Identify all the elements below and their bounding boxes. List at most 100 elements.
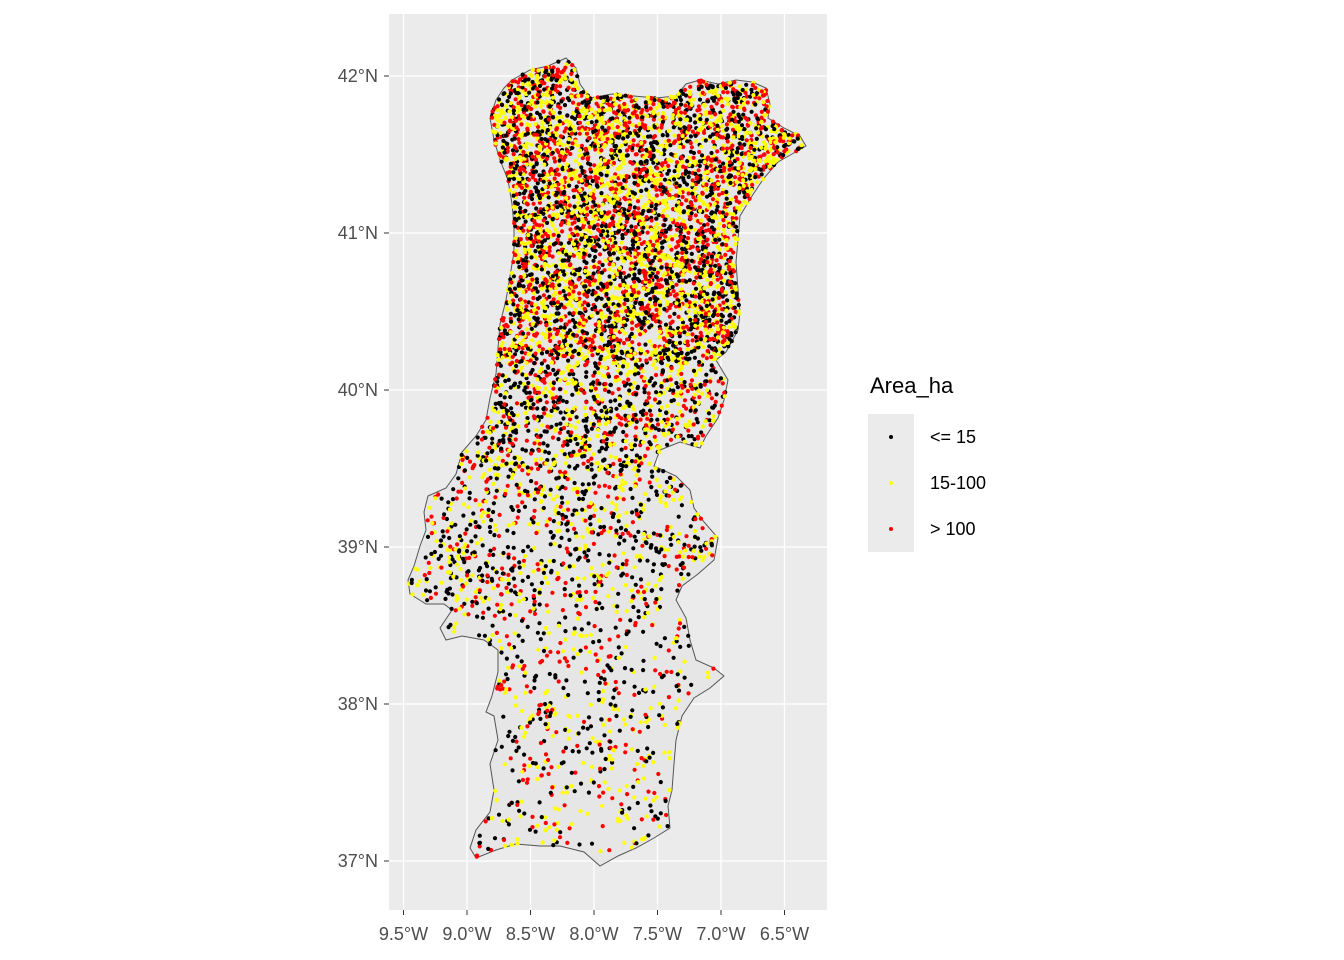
fire-point <box>613 240 618 245</box>
fire-point <box>567 234 572 239</box>
fire-point <box>642 390 647 395</box>
fire-point <box>671 655 676 660</box>
fire-point <box>612 97 617 102</box>
fire-point <box>669 217 674 222</box>
fire-point <box>575 651 580 657</box>
fire-point <box>600 338 605 343</box>
fire-point <box>449 606 454 611</box>
fire-point <box>648 297 653 302</box>
fire-point <box>633 293 638 299</box>
fire-point <box>479 463 484 468</box>
fire-point <box>502 91 507 96</box>
fire-point <box>441 534 446 539</box>
fire-point <box>651 196 656 201</box>
fire-point <box>721 227 727 232</box>
fire-point <box>696 236 701 242</box>
fire-point <box>528 689 533 694</box>
fire-point <box>679 571 684 577</box>
fire-point <box>662 295 667 300</box>
fire-point <box>528 609 533 614</box>
fire-point <box>682 675 687 680</box>
fire-point <box>456 556 461 561</box>
fire-point <box>496 533 502 539</box>
fire-point <box>654 366 659 371</box>
fire-point <box>540 487 546 492</box>
fire-point <box>556 251 561 256</box>
fire-point <box>649 809 654 814</box>
fire-point <box>542 358 547 363</box>
fire-point <box>610 391 615 396</box>
fire-point <box>513 97 518 102</box>
fire-point <box>696 389 701 394</box>
fire-point <box>458 489 464 494</box>
fire-point <box>759 109 764 114</box>
fire-point <box>517 140 522 145</box>
fire-point <box>520 468 525 473</box>
fire-point <box>547 671 552 677</box>
fire-point <box>714 392 719 397</box>
fire-point <box>430 521 435 526</box>
fire-point <box>605 136 610 142</box>
fire-point <box>540 840 545 845</box>
fire-point <box>561 749 566 754</box>
fire-point <box>490 448 495 453</box>
fire-point <box>658 811 663 816</box>
fire-point <box>535 521 541 526</box>
fire-point <box>597 639 602 644</box>
fire-point <box>492 523 498 528</box>
fire-point <box>675 672 680 677</box>
fire-point <box>417 579 422 584</box>
fire-point <box>600 202 605 207</box>
fire-point <box>668 525 673 530</box>
fire-point <box>515 504 520 509</box>
fire-point <box>651 750 656 756</box>
fire-point <box>608 739 613 744</box>
fire-point <box>644 358 649 363</box>
fire-point <box>514 430 519 435</box>
fire-point <box>676 688 682 693</box>
fire-point <box>511 576 516 581</box>
fire-point <box>538 457 543 462</box>
fire-point <box>717 237 722 242</box>
fire-point <box>648 106 653 111</box>
fire-point <box>564 790 569 795</box>
fire-point <box>501 414 506 419</box>
fire-point <box>495 602 500 607</box>
fire-point <box>467 496 472 501</box>
fire-point <box>409 577 414 583</box>
fire-point <box>507 128 512 134</box>
fire-point <box>665 824 670 829</box>
fire-point <box>686 230 691 235</box>
fire-point <box>622 666 628 671</box>
fire-point <box>593 304 598 310</box>
fire-point <box>629 331 634 336</box>
fire-point <box>425 518 430 523</box>
fire-point <box>566 507 571 512</box>
fire-point <box>621 497 626 502</box>
fire-point <box>626 414 631 419</box>
fire-point <box>725 298 730 303</box>
fire-point <box>641 658 646 663</box>
fire-point <box>504 461 509 466</box>
fire-point <box>580 496 586 502</box>
fire-point <box>565 477 570 482</box>
fire-point <box>566 736 571 741</box>
fire-point <box>415 583 420 588</box>
fire-point <box>653 319 659 324</box>
fire-point <box>630 575 635 580</box>
fire-point <box>530 713 535 718</box>
fire-point <box>572 67 577 72</box>
fire-point <box>543 394 548 399</box>
fire-point <box>536 647 541 652</box>
fire-point <box>527 522 532 527</box>
fire-point <box>493 748 498 753</box>
fire-point <box>578 593 583 599</box>
fire-point <box>622 680 627 685</box>
fire-point <box>732 80 737 85</box>
fire-point <box>561 649 566 654</box>
fire-point <box>544 461 549 466</box>
fire-point <box>464 449 469 454</box>
fire-point <box>507 177 512 182</box>
fire-point <box>595 434 600 439</box>
